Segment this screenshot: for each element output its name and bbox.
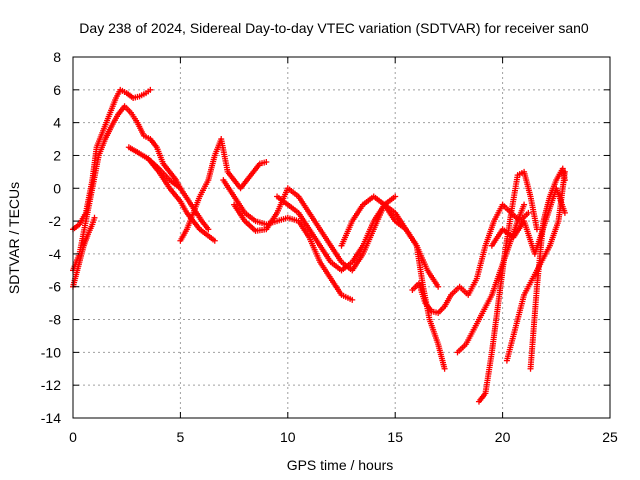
x-tick-label: 10 — [280, 429, 296, 445]
data-point — [263, 159, 270, 166]
data-point — [147, 86, 154, 93]
plot-frame — [72, 56, 611, 419]
data-points — [70, 86, 568, 405]
y-tick-label: -12 — [41, 377, 61, 393]
series-arc2 — [70, 103, 184, 274]
x-tick-label: 20 — [495, 429, 511, 445]
data-point — [211, 237, 218, 244]
data-point — [533, 226, 540, 233]
y-tick-label: 0 — [53, 180, 61, 196]
data-point — [392, 193, 399, 200]
series-arc3 — [70, 214, 98, 290]
series-arc10 — [338, 193, 448, 372]
data-point — [561, 177, 568, 184]
x-axis-label: GPS time / hours — [287, 457, 394, 473]
axis-ticks: 0 5 10 15 20 25 -14 -12 -10 -8 -6 -4 -2 0 2 4 6 8 — [41, 49, 618, 445]
data-point — [521, 201, 528, 208]
x-tick-label: 25 — [602, 429, 618, 445]
series-arc6 — [177, 136, 270, 244]
series-arc14 — [503, 168, 568, 364]
x-tick-label: 5 — [177, 429, 185, 445]
series-arc5 — [145, 155, 218, 244]
y-tick-label: -6 — [49, 279, 62, 295]
y-tick-label: 6 — [53, 82, 61, 98]
chart-title: Day 238 of 2024, Sidereal Day-to-day VTE… — [79, 20, 589, 36]
y-tick-label: -14 — [41, 410, 61, 426]
y-tick-label: 4 — [53, 115, 61, 131]
data-point — [91, 214, 98, 221]
x-tick-label: 15 — [387, 429, 403, 445]
data-point — [205, 226, 212, 233]
series-arc7 — [220, 177, 356, 303]
series-arc1 — [70, 86, 154, 233]
series-arc13 — [475, 168, 540, 405]
y-axis-label: SDTVAR / TECUs — [6, 182, 22, 294]
y-tick-label: -4 — [49, 246, 62, 262]
data-point — [441, 365, 448, 372]
y-tick-label: -10 — [41, 344, 61, 360]
y-tick-label: -8 — [49, 312, 62, 328]
y-tick-label: 8 — [53, 49, 61, 65]
x-tick-label: 0 — [69, 429, 77, 445]
y-tick-label: 2 — [53, 147, 61, 163]
data-point — [435, 283, 442, 290]
data-point — [561, 209, 568, 216]
y-tick-label: -2 — [49, 213, 62, 229]
data-point — [349, 296, 356, 303]
data-point — [525, 209, 532, 216]
series-arc16 — [488, 185, 568, 257]
series-arc8 — [231, 185, 399, 274]
